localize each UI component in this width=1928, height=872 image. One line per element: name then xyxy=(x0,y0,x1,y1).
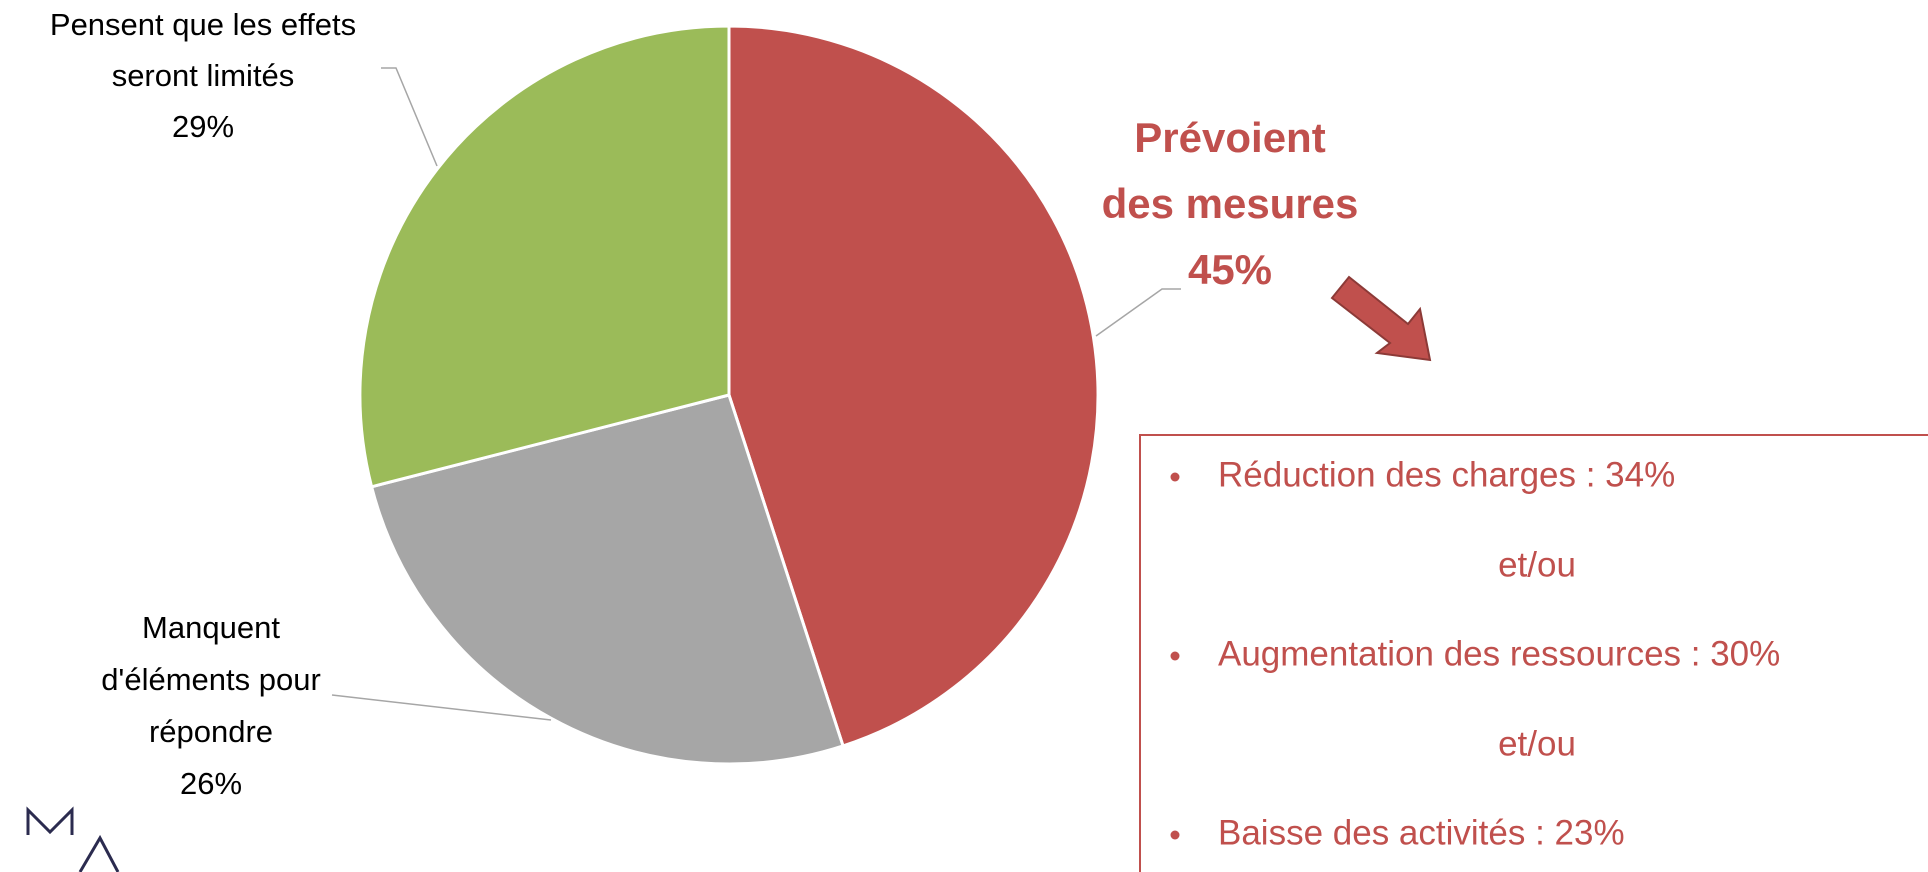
pie-slice xyxy=(358,24,731,489)
slice-label: seront limités xyxy=(112,58,295,93)
leader-line xyxy=(331,694,552,721)
bullet xyxy=(1170,830,1180,840)
leader-line xyxy=(1095,288,1181,337)
slice-label: répondre xyxy=(149,714,273,749)
slice-value-label: 29% xyxy=(172,109,234,144)
measures-box xyxy=(1139,434,1928,872)
slice-label: Pensent que les effets xyxy=(50,7,356,42)
leader-line xyxy=(381,67,438,167)
slice-value-label: 26% xyxy=(180,766,242,801)
box-item: Réduction des charges : 34% xyxy=(1218,455,1675,494)
bullet xyxy=(1170,472,1180,482)
arrow xyxy=(1330,275,1432,362)
box-item: Augmentation des ressources : 30% xyxy=(1218,634,1780,673)
slice-value-label: 45% xyxy=(1188,246,1272,293)
logo xyxy=(26,806,120,872)
slice-label: des mesures xyxy=(1102,180,1359,227)
bullet xyxy=(1170,651,1180,661)
box-separator: et/ou xyxy=(1498,724,1576,763)
box-separator: et/ou xyxy=(1498,545,1576,584)
slice-label: Prévoient xyxy=(1134,114,1325,161)
box-item: Baisse des activités : 23% xyxy=(1218,813,1625,852)
pie-slice xyxy=(727,24,1100,748)
slice-label: Manquent xyxy=(142,610,280,645)
pie-slice xyxy=(369,393,845,766)
slice-label: d'éléments pour xyxy=(101,662,321,697)
